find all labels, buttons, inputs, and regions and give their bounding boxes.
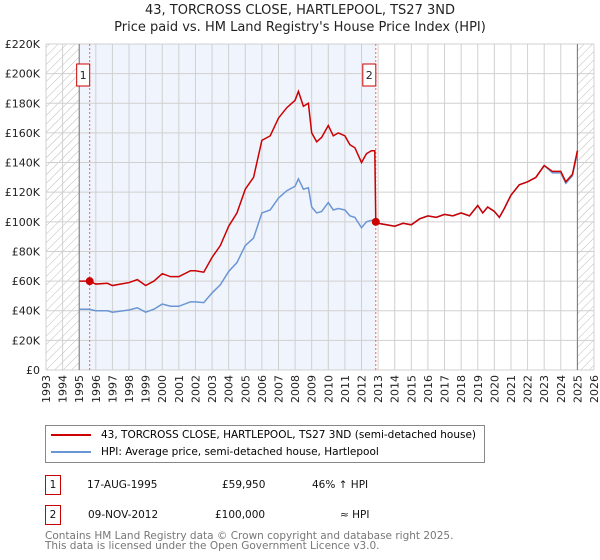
x-tick-label: 2004 bbox=[223, 375, 236, 403]
y-tick-label: £140K bbox=[5, 157, 41, 170]
legend-swatch-red bbox=[51, 434, 91, 436]
y-tick-label: £160K bbox=[5, 127, 41, 140]
footer: Contains HM Land Registry data © Crown c… bbox=[45, 530, 454, 552]
x-tick-label: 1999 bbox=[140, 375, 153, 403]
x-tick-label: 2014 bbox=[389, 375, 402, 403]
sale-point bbox=[85, 277, 94, 286]
transaction-date: 17-AUG-1995 bbox=[87, 479, 158, 491]
x-tick-label: 2021 bbox=[505, 375, 518, 403]
x-tick-label: 1994 bbox=[57, 375, 70, 403]
x-tick-label: 2016 bbox=[422, 375, 435, 403]
y-tick-label: £0 bbox=[26, 364, 40, 377]
footer-copyright: Contains HM Land Registry data © Crown c… bbox=[45, 530, 454, 542]
x-tick-label: 2019 bbox=[472, 375, 485, 403]
x-tick-label: 2022 bbox=[522, 375, 535, 403]
x-tick-label: 2025 bbox=[571, 375, 584, 403]
sale-point bbox=[371, 217, 380, 226]
transaction-badge: 2 bbox=[45, 505, 61, 525]
x-tick-label: 2003 bbox=[206, 375, 219, 403]
y-tick-label: £60K bbox=[12, 275, 41, 288]
sale-label: 1 bbox=[80, 69, 87, 82]
transaction-price: £59,950 bbox=[222, 479, 266, 491]
legend-item-hpi: HPI: Average price, semi-detached house,… bbox=[51, 446, 379, 458]
hatch-after bbox=[577, 44, 594, 370]
x-tick-label: 1996 bbox=[90, 375, 103, 403]
y-tick-label: £180K bbox=[5, 97, 41, 110]
x-tick-label: 2001 bbox=[173, 375, 186, 403]
x-tick-label: 2006 bbox=[256, 375, 269, 403]
sale-label: 2 bbox=[366, 69, 373, 82]
sale-label-box bbox=[362, 63, 377, 87]
chart-title: 43, TORCROSS CLOSE, HARTLEPOOL, TS27 3ND bbox=[144, 3, 455, 18]
x-tick-label: 2000 bbox=[156, 375, 169, 403]
price-chart: 1993 1994 1995 1996 1997 1998 1999 2000 2001 2002… bbox=[5, 38, 600, 403]
legend-item-property: 43, TORCROSS CLOSE, HARTLEPOOL, TS27 3ND… bbox=[51, 429, 476, 441]
x-tick-label: 2024 bbox=[555, 375, 568, 403]
y-tick-label: £80K bbox=[12, 245, 41, 258]
y-tick-label: £200K bbox=[5, 68, 41, 81]
x-tick-label: 2002 bbox=[189, 375, 202, 403]
x-tick-label: 2013 bbox=[372, 375, 385, 403]
x-tick-label: 2020 bbox=[488, 375, 501, 403]
x-tick-label: 1998 bbox=[123, 375, 136, 403]
y-tick-label: £40K bbox=[12, 305, 41, 318]
transaction-price: £100,000 bbox=[215, 509, 266, 521]
y-tick-label: £20K bbox=[12, 334, 41, 347]
transaction-hpi: ≈ HPI bbox=[340, 509, 370, 521]
x-tick-label: 2010 bbox=[322, 375, 335, 403]
legend-label: 43, TORCROSS CLOSE, HARTLEPOOL, TS27 3ND… bbox=[101, 429, 477, 441]
x-tick-label: 2011 bbox=[339, 375, 352, 403]
x-tick-label: 1993 bbox=[40, 375, 53, 403]
x-tick-label: 2026 bbox=[588, 375, 600, 403]
x-tick-label: 1995 bbox=[73, 375, 86, 403]
transaction-date: 09-NOV-2012 bbox=[88, 509, 159, 521]
footer-licence: This data is licensed under the Open Gov… bbox=[45, 540, 380, 552]
y-tick-label: £120K bbox=[5, 186, 41, 199]
x-tick-label: 2018 bbox=[455, 375, 468, 403]
y-tick-label: £100K bbox=[5, 216, 41, 229]
sale-label-box bbox=[76, 63, 91, 87]
legend-swatch-blue bbox=[51, 451, 91, 453]
x-tick-label: 2015 bbox=[405, 375, 418, 403]
x-tick-label: 1997 bbox=[106, 375, 119, 403]
x-tick-label: 2023 bbox=[538, 375, 551, 403]
chart-subtitle: Price paid vs. HM Land Registry's House … bbox=[114, 20, 486, 35]
legend-label: HPI: Average price, semi-detached house,… bbox=[101, 446, 379, 458]
transaction-badge: 1 bbox=[45, 475, 61, 495]
x-tick-label: 2005 bbox=[239, 375, 252, 403]
x-tick-label: 2012 bbox=[356, 375, 369, 403]
legend: 43, TORCROSS CLOSE, HARTLEPOOL, TS27 3ND… bbox=[45, 425, 485, 463]
x-tick-label: 2008 bbox=[289, 375, 302, 403]
x-tick-label: 2009 bbox=[306, 375, 319, 403]
y-tick-label: £220K bbox=[5, 38, 41, 51]
x-tick-label: 2007 bbox=[272, 375, 285, 403]
x-tick-label: 2017 bbox=[439, 375, 452, 403]
property-price-line bbox=[79, 89, 579, 287]
transaction-hpi: 46% ↑ HPI bbox=[312, 479, 369, 491]
